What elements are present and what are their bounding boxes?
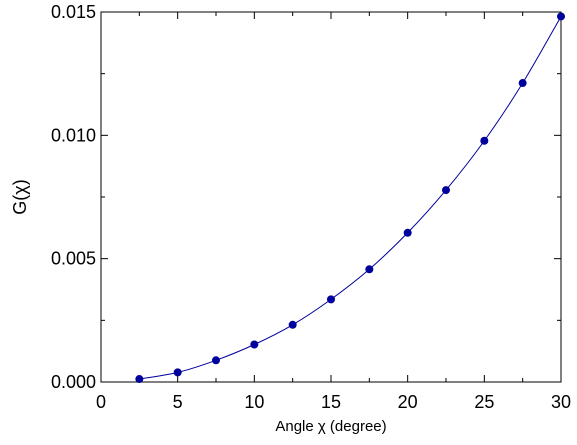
series-line bbox=[139, 16, 562, 380]
data-point bbox=[327, 295, 335, 304]
data-point bbox=[173, 368, 182, 377]
x-tick-label: 20 bbox=[398, 392, 418, 412]
data-point bbox=[518, 79, 527, 88]
y-tick-label: 0.000 bbox=[51, 372, 96, 392]
axis-ticks bbox=[100, 11, 562, 383]
data-point bbox=[135, 375, 144, 384]
data-point bbox=[212, 356, 220, 365]
y-tick-label: 0.005 bbox=[51, 249, 96, 269]
data-point bbox=[442, 186, 450, 195]
x-tick-label: 25 bbox=[474, 392, 494, 412]
axis-tick-labels: 0 5 10 15 20 25 30 0.000 0.005 0.010 0.015 bbox=[51, 2, 571, 412]
x-tick-label: 0 bbox=[96, 392, 106, 412]
y-tick-label: 0.015 bbox=[51, 2, 96, 22]
x-axis-label: Angle χ (degree) bbox=[275, 418, 386, 435]
plot-frame bbox=[100, 11, 562, 383]
data-point bbox=[250, 340, 259, 349]
data-point bbox=[403, 228, 412, 237]
y-tick-label: 0.010 bbox=[51, 125, 96, 145]
data-point bbox=[365, 265, 374, 274]
x-tick-label: 10 bbox=[244, 392, 264, 412]
data-point bbox=[288, 320, 297, 329]
data-point bbox=[557, 12, 565, 21]
data-point bbox=[480, 136, 489, 145]
x-tick-label: 30 bbox=[551, 392, 571, 412]
series-points bbox=[135, 12, 565, 384]
y-axis-label: G(χ) bbox=[10, 179, 30, 214]
x-tick-label: 15 bbox=[321, 392, 341, 412]
x-tick-label: 5 bbox=[173, 392, 183, 412]
